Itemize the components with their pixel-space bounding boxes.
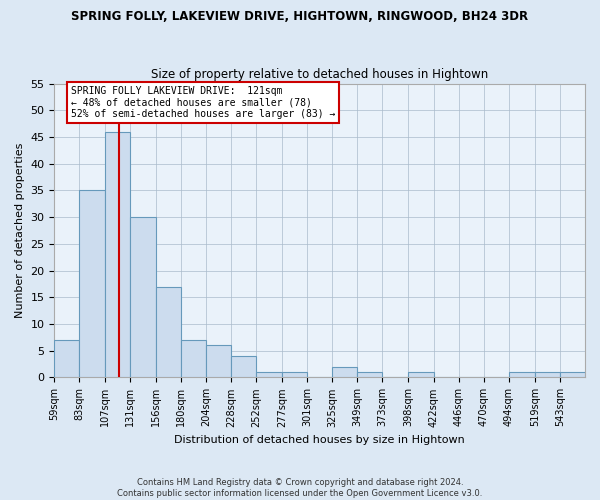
Bar [409, 372, 434, 378]
Bar [55, 340, 79, 378]
Text: SPRING FOLLY, LAKEVIEW DRIVE, HIGHTOWN, RINGWOOD, BH24 3DR: SPRING FOLLY, LAKEVIEW DRIVE, HIGHTOWN, … [71, 10, 529, 23]
Y-axis label: Number of detached properties: Number of detached properties [15, 143, 25, 318]
Bar [206, 346, 231, 378]
Bar [560, 372, 585, 378]
Bar [332, 367, 358, 378]
Text: Contains HM Land Registry data © Crown copyright and database right 2024.
Contai: Contains HM Land Registry data © Crown c… [118, 478, 482, 498]
Text: SPRING FOLLY LAKEVIEW DRIVE:  121sqm
← 48% of detached houses are smaller (78)
5: SPRING FOLLY LAKEVIEW DRIVE: 121sqm ← 48… [71, 86, 335, 120]
Bar [256, 372, 282, 378]
Bar [130, 217, 156, 378]
Bar [231, 356, 256, 378]
Bar [156, 286, 181, 378]
Title: Size of property relative to detached houses in Hightown: Size of property relative to detached ho… [151, 68, 488, 81]
Bar [104, 132, 130, 378]
Bar [181, 340, 206, 378]
Bar [535, 372, 560, 378]
Bar [282, 372, 307, 378]
Bar [358, 372, 382, 378]
Bar [509, 372, 535, 378]
X-axis label: Distribution of detached houses by size in Hightown: Distribution of detached houses by size … [175, 435, 465, 445]
Bar [79, 190, 104, 378]
